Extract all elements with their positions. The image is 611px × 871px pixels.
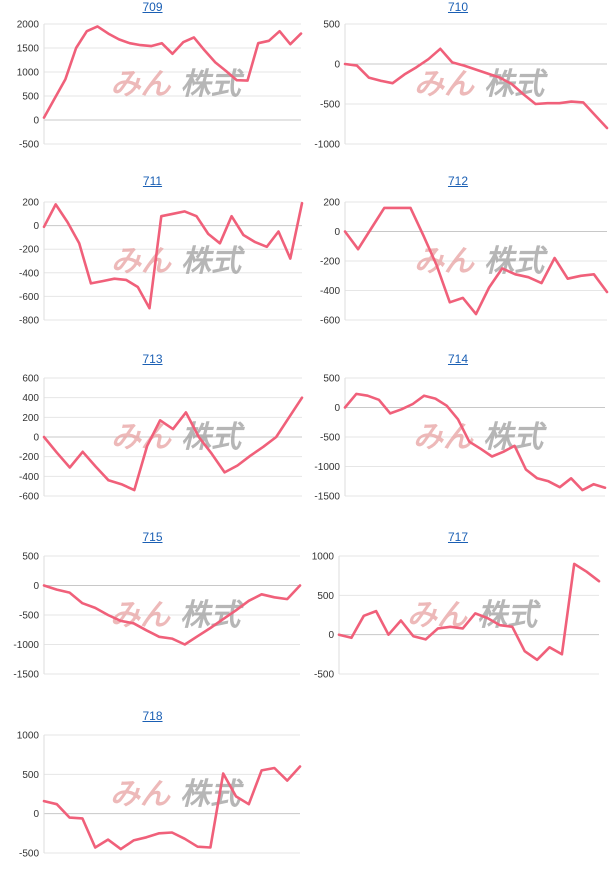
- y-tick-label: 500: [22, 770, 39, 781]
- y-tick-label: -400: [19, 268, 39, 279]
- y-tick-label: 500: [22, 92, 39, 103]
- y-tick-label: -500: [19, 140, 39, 151]
- y-tick-label: -800: [19, 316, 39, 327]
- series-line: [42, 765, 302, 851]
- watermark-logo-kana: みん: [414, 244, 475, 279]
- chart-panel-711: 711 200 0 -200 -400 -600 -800 みん 株式: [0, 174, 305, 346]
- chart-panel-715: 715 500 0 -500 -1000 -1500 みん 株式: [0, 530, 305, 702]
- y-tick-label: -400: [19, 472, 39, 483]
- series-line: [337, 562, 601, 662]
- chart-panel-717: 717 1000 500 0 -500 みん 株式: [305, 530, 611, 702]
- y-tick-label: 2000: [17, 20, 40, 31]
- chart-title[interactable]: 711: [142, 174, 163, 188]
- watermark-logo-kanji: 株式: [483, 420, 547, 455]
- y-tick-label: -1000: [13, 640, 39, 651]
- chart-svg: 500 0 -500 -1000 みん 株式: [314, 20, 609, 151]
- chart-panel-712: 712 200 0 -200 -400 -600 みん 株式: [305, 174, 611, 346]
- watermark-logo-kanji: 株式: [484, 67, 548, 102]
- chart-panel-709: 709 2000 1500 1000 500 0 -500 みん 株式: [0, 0, 305, 168]
- y-tick-label: 0: [33, 809, 39, 820]
- y-tick-label: 600: [22, 374, 39, 385]
- watermark-logo-kana: みん: [111, 420, 172, 455]
- watermark-logo-kana: みん: [111, 244, 172, 279]
- chart-svg: 200 0 -200 -400 -600 -800 みん 株式: [19, 198, 304, 327]
- y-tick-label: 0: [33, 221, 39, 232]
- y-tick-label: -600: [19, 292, 39, 303]
- chart-svg: 600 400 200 0 -200 -400 -600 みん 株式: [19, 374, 304, 503]
- y-tick-label: 400: [22, 393, 39, 404]
- chart-title[interactable]: 713: [142, 352, 163, 366]
- y-tick-label: -600: [320, 316, 340, 327]
- chart-panel-710: 710 500 0 -500 -1000 みん 株式: [305, 0, 611, 168]
- y-tick-label: 0: [33, 581, 39, 592]
- chart-title[interactable]: 717: [447, 530, 469, 544]
- y-tick-label: 200: [22, 198, 39, 209]
- y-tick-label: 1500: [17, 44, 40, 55]
- chart-title[interactable]: 714: [447, 352, 469, 366]
- series-line: [42, 584, 302, 646]
- chart-panel-718: 718 1000 500 0 -500 みん 株式: [0, 709, 305, 871]
- watermark-logo-kanji: 株式: [180, 777, 244, 812]
- watermark-logo-kanji: 株式: [181, 244, 245, 279]
- y-tick-label: -500: [314, 670, 334, 681]
- y-tick-label: -1000: [314, 140, 340, 151]
- y-tick-label: 500: [323, 374, 340, 385]
- y-tick-label: -500: [320, 100, 340, 111]
- y-tick-label: -500: [320, 433, 340, 444]
- y-tick-label: 200: [22, 413, 39, 424]
- y-tick-label: -200: [19, 245, 39, 256]
- chart-svg: 500 0 -500 -1000 -1500 みん 株式: [314, 374, 607, 503]
- watermark-logo-kana: みん: [111, 67, 172, 102]
- chart-title[interactable]: 710: [447, 0, 469, 14]
- y-tick-label: 0: [334, 227, 340, 238]
- chart-svg: 1000 500 0 -500 みん 株式: [17, 731, 302, 860]
- y-tick-label: 0: [33, 116, 39, 127]
- chart-panel-714: 714 500 0 -500 -1000 -1500 みん 株式: [305, 352, 611, 524]
- chart-title[interactable]: 709: [142, 0, 163, 14]
- y-tick-label: 500: [317, 591, 334, 602]
- y-tick-label: 1000: [17, 731, 40, 742]
- y-tick-label: 500: [22, 552, 39, 563]
- y-tick-label: 0: [328, 630, 334, 641]
- y-tick-label: 500: [323, 20, 340, 31]
- watermark-logo-kanji: 株式: [181, 67, 245, 102]
- y-tick-label: -1500: [314, 492, 340, 503]
- y-tick-label: -500: [19, 849, 39, 860]
- y-tick-label: 0: [33, 433, 39, 444]
- series-line: [42, 201, 304, 310]
- series-line: [42, 25, 303, 119]
- chart-title[interactable]: 712: [447, 174, 469, 188]
- series-line: [343, 206, 609, 316]
- y-tick-label: 0: [334, 60, 340, 71]
- watermark-logo-kana: みん: [413, 420, 474, 455]
- y-tick-label: 1000: [312, 552, 335, 563]
- watermark-logo-kana: みん: [110, 777, 171, 812]
- y-tick-label: 200: [323, 198, 340, 209]
- series-line: [343, 47, 609, 130]
- chart-title[interactable]: 718: [142, 709, 163, 723]
- chart-title[interactable]: 715: [142, 530, 163, 544]
- y-tick-label: -600: [19, 492, 39, 503]
- y-tick-label: -400: [320, 286, 340, 297]
- y-tick-label: 0: [334, 403, 340, 414]
- series-line: [343, 392, 607, 492]
- watermark-logo-kanji: 株式: [181, 420, 245, 455]
- chart-panel-713: 713 600 400 200 0 -200 -400 -600 みん 株式: [0, 352, 305, 524]
- watermark-logo-kana: みん: [414, 67, 475, 102]
- y-tick-label: -200: [19, 452, 39, 463]
- y-tick-label: 1000: [17, 68, 40, 79]
- y-tick-label: -1000: [314, 462, 340, 473]
- series-line: [42, 396, 304, 492]
- y-tick-label: -1500: [13, 670, 39, 681]
- watermark-logo-kanji: 株式: [477, 598, 541, 633]
- y-tick-label: -500: [19, 611, 39, 622]
- y-tick-label: -200: [320, 257, 340, 268]
- chart-svg: 2000 1500 1000 500 0 -500 みん 株式: [17, 20, 303, 151]
